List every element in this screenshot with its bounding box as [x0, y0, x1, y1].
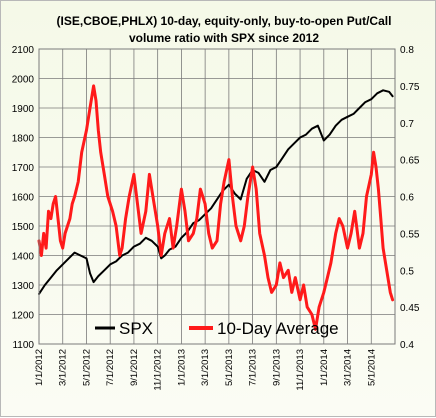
left-axis-ticks: 1100 1200 1300 1400 1500 1600 1700 1800 1900 2000…	[12, 45, 35, 351]
right-tick-label-6: 0.7	[400, 119, 414, 130]
left-tick-label-5: 1600	[12, 193, 35, 204]
legend-label-avg: 10-Day Average	[217, 319, 339, 338]
x-tick-label-3: 7/1/2012	[105, 349, 116, 386]
x-tick-label-10: 9/1/2013	[271, 349, 282, 386]
left-tick-label-8: 1900	[12, 104, 35, 115]
right-tick-label-3: 0.55	[400, 229, 420, 240]
x-tick-label-13: 3/1/2014	[343, 349, 354, 386]
left-tick-label-9: 2000	[12, 75, 35, 86]
left-tick-label-0: 1100	[12, 340, 34, 351]
plot-border	[38, 48, 396, 345]
x-axis-ticks: 1/1/2012 3/1/2012 5/1/2012 7/1/2012 9/1/2012…	[34, 349, 377, 391]
chart-title-line1: (ISE,CBOE,PHLX) 10-day, equity-only, buy…	[57, 14, 392, 28]
right-tick-label-1: 0.45	[400, 303, 420, 314]
right-tick-label-7: 0.75	[400, 82, 420, 93]
left-tick-label-3: 1400	[12, 252, 35, 263]
legend-label-spx: SPX	[119, 319, 153, 338]
series-layer	[37, 84, 395, 331]
series-line-spx	[38, 89, 394, 295]
x-tick-label-0: 1/1/2012	[34, 349, 45, 386]
legend: SPX 10-Day Average	[95, 319, 339, 338]
x-tick-label-9: 7/1/2013	[248, 349, 259, 386]
chart-title-line2: volume ratio with SPX since 2012	[129, 31, 319, 45]
x-tick-label-5: 11/1/2012	[153, 349, 164, 391]
x-tick-label-14: 5/1/2014	[366, 349, 377, 386]
x-tick-label-11: 11/1/2013	[295, 349, 306, 391]
x-tick-label-2: 5/1/2012	[81, 349, 92, 386]
series-line-ten-day-average	[37, 84, 395, 331]
left-tick-label-6: 1700	[12, 163, 35, 174]
right-axis-ticks: 0.4 0.45 0.5 0.55 0.6 0.65 0.7 0.75 0.8	[400, 45, 420, 351]
right-tick-label-4: 0.6	[400, 193, 414, 204]
left-tick-label-1: 1200	[12, 311, 35, 322]
right-tick-label-8: 0.8	[400, 45, 414, 56]
left-tick-label-10: 2100	[12, 45, 35, 56]
left-tick-label-7: 1800	[12, 134, 35, 145]
x-tick-label-12: 1/1/2014	[319, 349, 330, 386]
x-tick-label-1: 3/1/2012	[58, 349, 69, 386]
right-tick-label-2: 0.5	[400, 266, 414, 277]
right-tick-label-0: 0.4	[400, 340, 414, 351]
left-tick-label-2: 1300	[12, 281, 35, 292]
x-tick-label-6: 1/1/2013	[176, 349, 187, 386]
x-tick-label-8: 5/1/2013	[224, 349, 235, 386]
right-tick-label-5: 0.65	[400, 156, 420, 167]
x-tick-label-4: 9/1/2012	[129, 349, 140, 386]
left-tick-label-4: 1500	[12, 222, 35, 233]
x-tick-label-7: 3/1/2013	[200, 349, 211, 386]
